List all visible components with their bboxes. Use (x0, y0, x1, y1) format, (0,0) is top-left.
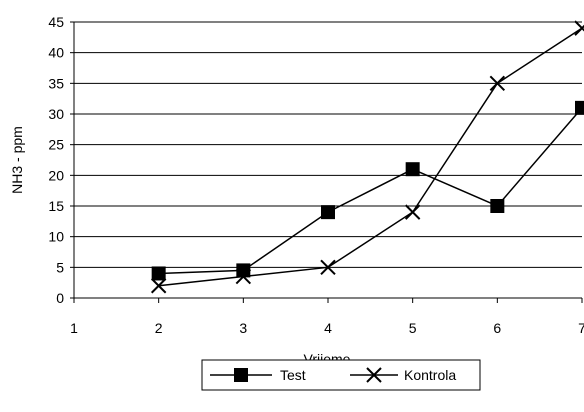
axes (70, 21, 583, 303)
y-tick-label: 5 (56, 259, 64, 275)
data-point-x (574, 20, 584, 36)
x-tick-label: 7 (578, 320, 584, 336)
legend-label: Test (280, 367, 306, 383)
data-point-x (150, 278, 167, 294)
series-kontrola (150, 20, 584, 294)
y-tick-label: 25 (48, 137, 64, 153)
gridlines (74, 21, 582, 268)
data-point-x (404, 204, 421, 220)
x-tick-label: 1 (70, 320, 78, 336)
y-tick-label: 20 (48, 167, 64, 183)
x-tick-label: 2 (155, 320, 163, 336)
y-tick-labels: 0 5 10 15 20 25 30 35 40 45 (48, 14, 64, 306)
series-layer (150, 20, 584, 294)
x-tick-label: 3 (239, 320, 247, 336)
data-point-square (151, 266, 166, 281)
y-tick-label: 35 (48, 75, 64, 91)
x-marker-stroke (404, 204, 421, 220)
data-point-x (366, 367, 382, 383)
x-marker-stroke (235, 268, 252, 285)
y-tick-label: 15 (48, 198, 64, 214)
data-point-square (405, 162, 420, 177)
data-point-x (489, 75, 506, 92)
x-tick-label: 5 (409, 320, 417, 336)
y-axis-title: NH3 - ppm (9, 126, 25, 194)
y-tick-label: 45 (48, 14, 64, 30)
x-marker-stroke (320, 259, 336, 276)
series-test (151, 100, 584, 281)
legend-item-test: Test (210, 367, 306, 383)
x-tick-labels: 1 2 3 4 5 6 7 (70, 320, 584, 336)
x-tick-label: 4 (324, 320, 332, 336)
x-marker-stroke (150, 278, 167, 294)
series-line (158, 27, 583, 287)
x-marker-stroke (489, 75, 506, 92)
data-point-square (234, 368, 248, 382)
legend: Test Kontrola (201, 359, 481, 391)
legend-label: Kontrola (404, 367, 456, 383)
y-tick-label: 0 (56, 290, 64, 306)
data-point-square (575, 100, 584, 115)
x-tick-label: 6 (493, 320, 501, 336)
legend-item-kontrola: Kontrola (350, 367, 456, 383)
x-marker-stroke (366, 367, 382, 383)
data-point-x (235, 268, 252, 285)
x-marker-stroke (574, 24, 584, 36)
data-point-square (321, 205, 335, 220)
data-point-x (320, 259, 336, 276)
y-tick-label: 10 (48, 229, 64, 245)
series-line (158, 107, 583, 275)
legend-items: Test Kontrola (210, 367, 456, 383)
y-tick-label: 30 (48, 106, 64, 122)
data-point-square (490, 199, 505, 213)
y-tick-label: 40 (48, 45, 64, 61)
